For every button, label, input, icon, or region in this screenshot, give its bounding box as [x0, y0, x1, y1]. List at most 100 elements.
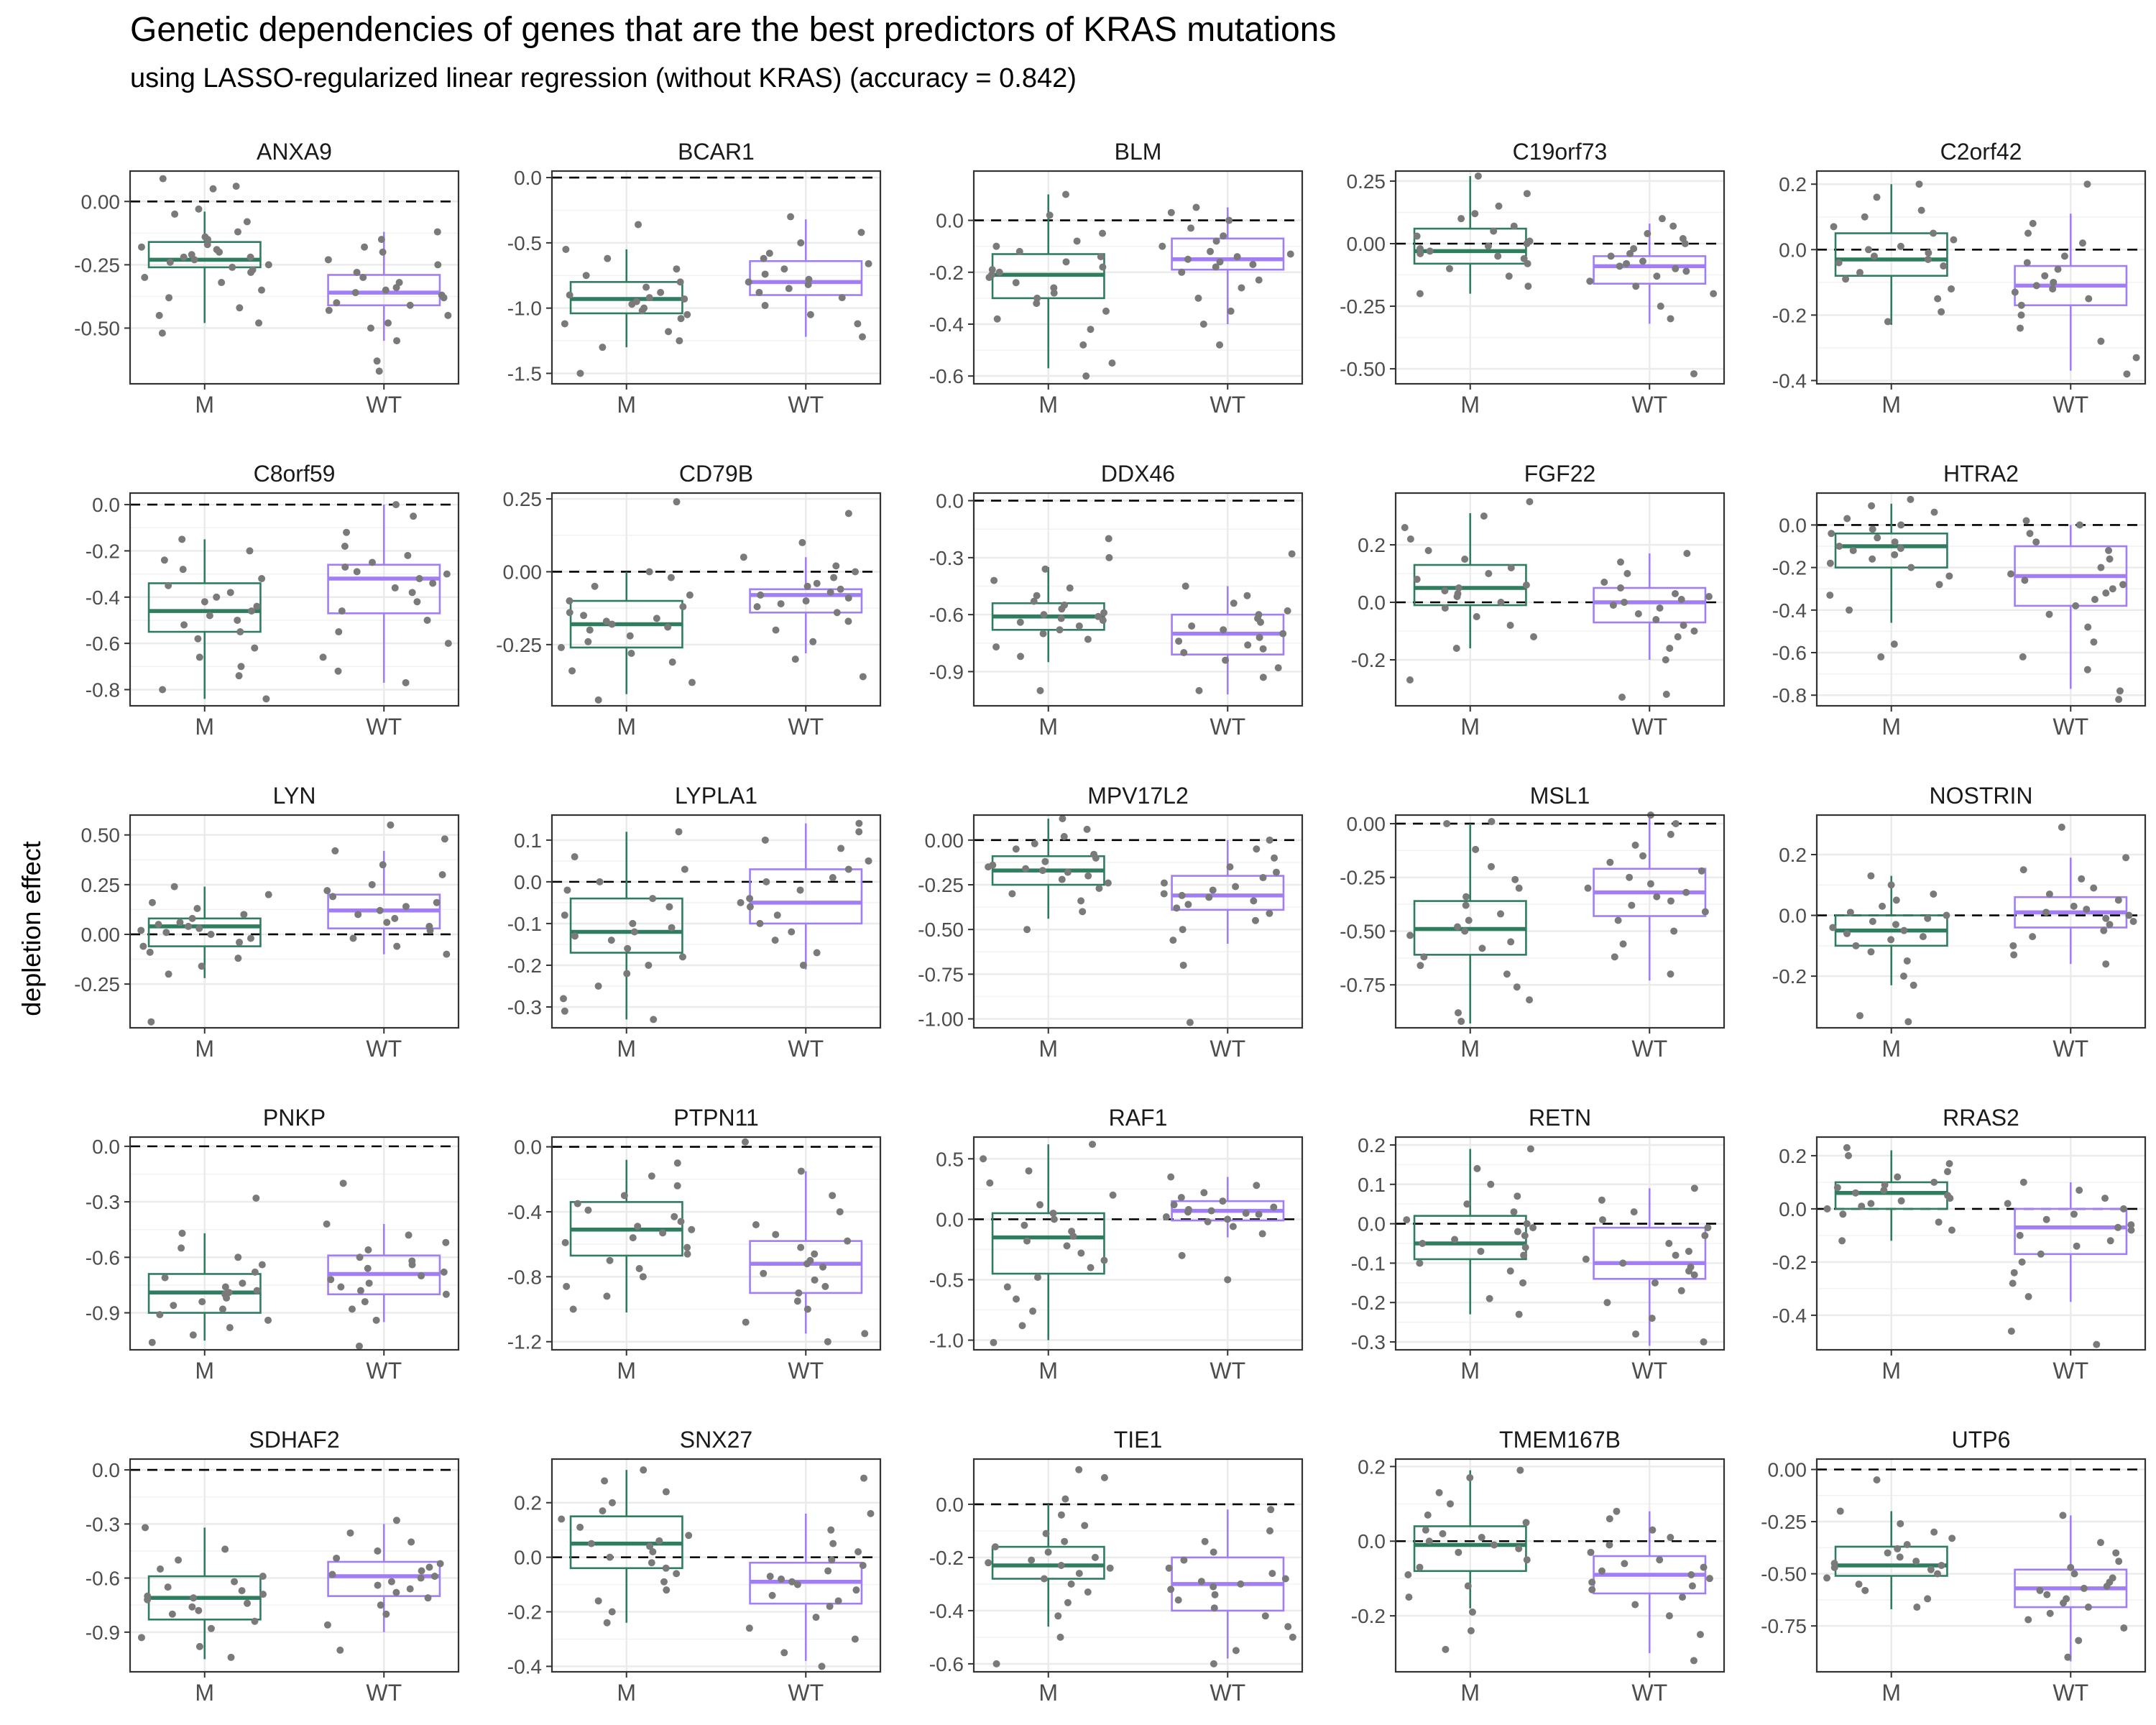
box-m	[147, 241, 262, 269]
data-point	[1478, 944, 1486, 952]
data-point	[1473, 1164, 1481, 1172]
data-point	[1506, 1267, 1514, 1275]
data-point	[753, 603, 761, 611]
data-point	[673, 265, 681, 273]
data-point	[797, 239, 805, 247]
data-point	[251, 1617, 259, 1625]
data-point	[1930, 890, 1938, 898]
data-point	[139, 942, 147, 950]
y-tick-label: 0.0	[1779, 1198, 1807, 1220]
panel-border	[1394, 814, 1726, 1029]
data-point	[834, 1597, 842, 1605]
y-tick-label: 0.2	[1779, 844, 1807, 866]
data-point	[2090, 884, 2098, 892]
data-point	[1495, 202, 1503, 210]
data-point	[2125, 911, 2133, 919]
data-point	[1031, 840, 1038, 847]
data-point	[148, 898, 156, 906]
data-point	[1457, 1018, 1465, 1026]
panel-title: RETN	[1529, 1105, 1591, 1131]
y-tick-label: -0.8	[86, 678, 120, 701]
data-point	[740, 553, 747, 561]
data-point	[1829, 924, 1837, 932]
data-point	[1406, 676, 1414, 684]
data-point	[2132, 354, 2140, 362]
data-point	[1598, 1216, 1606, 1224]
data-point	[201, 598, 208, 606]
panel-title: BCAR1	[678, 139, 755, 165]
data-point	[207, 930, 215, 938]
data-point	[1634, 610, 1642, 617]
y-tick-label: 0.1	[514, 829, 542, 852]
box-m	[1834, 232, 1948, 277]
data-point	[797, 1243, 805, 1251]
data-point	[1067, 1580, 1075, 1588]
data-point	[1464, 1582, 1472, 1590]
data-point	[1611, 953, 1618, 961]
data-point	[2045, 610, 2053, 618]
data-point	[778, 1575, 786, 1583]
x-tick-label: WT	[366, 1036, 402, 1062]
data-point	[1873, 1476, 1881, 1484]
x-tick-label: M	[195, 714, 214, 740]
data-point	[865, 857, 872, 865]
data-point	[1682, 888, 1690, 896]
data-point	[2076, 521, 2083, 529]
data-point	[440, 1268, 448, 1276]
data-point	[329, 893, 337, 901]
data-point	[175, 1556, 183, 1564]
data-point	[1869, 555, 1876, 563]
data-point	[1648, 1315, 1656, 1322]
panel-background	[552, 1459, 880, 1672]
data-point	[1830, 223, 1838, 231]
data-point	[1515, 884, 1523, 892]
data-point	[608, 1499, 616, 1506]
data-point	[1869, 918, 1876, 925]
y-tick-label: -0.25	[496, 634, 542, 656]
data-point	[331, 847, 339, 855]
data-point	[1210, 1583, 1217, 1591]
y-tick-label: -1.5	[507, 362, 542, 385]
data-point	[1056, 626, 1064, 634]
data-point	[798, 538, 806, 546]
data-point	[1083, 825, 1091, 833]
data-point	[374, 1581, 382, 1589]
data-point	[2106, 1237, 2114, 1245]
data-point	[563, 886, 571, 894]
data-point	[819, 1263, 827, 1271]
data-point	[375, 367, 383, 375]
data-point	[161, 1274, 169, 1282]
x-tick-label: WT	[1210, 714, 1245, 740]
data-point	[1600, 579, 1608, 586]
data-point	[671, 1213, 678, 1220]
y-tick-label: -0.3	[507, 996, 542, 1018]
data-point	[686, 591, 694, 599]
data-point	[1169, 937, 1177, 944]
data-point	[1406, 535, 1414, 543]
data-point	[562, 245, 570, 253]
panel-border	[972, 492, 1304, 707]
panel-ddx46: DDX46 0.0 -0.3 -0.6 -0.9 M WT	[929, 461, 1304, 740]
data-point	[1516, 1466, 1524, 1474]
data-point	[675, 828, 683, 836]
data-point	[1021, 1221, 1028, 1229]
data-point	[1033, 592, 1041, 599]
data-point	[1416, 1259, 1424, 1267]
data-point	[648, 1172, 655, 1180]
data-point	[1003, 1283, 1011, 1291]
data-point	[1401, 524, 1409, 531]
data-point	[1062, 258, 1070, 266]
box-wt	[327, 274, 441, 307]
data-point	[1696, 1631, 1704, 1639]
data-point	[1704, 1224, 1712, 1232]
panel-title: C2orf42	[1940, 139, 2022, 165]
x-tick-label: WT	[788, 392, 824, 418]
data-point	[142, 1524, 149, 1532]
data-point	[387, 821, 395, 829]
data-point	[1488, 817, 1496, 825]
data-point	[1268, 1570, 1276, 1578]
y-tick-label: -0.50	[1340, 920, 1386, 942]
x-tick-label: WT	[788, 1680, 824, 1706]
data-point	[2096, 1539, 2104, 1547]
data-point	[803, 582, 811, 590]
